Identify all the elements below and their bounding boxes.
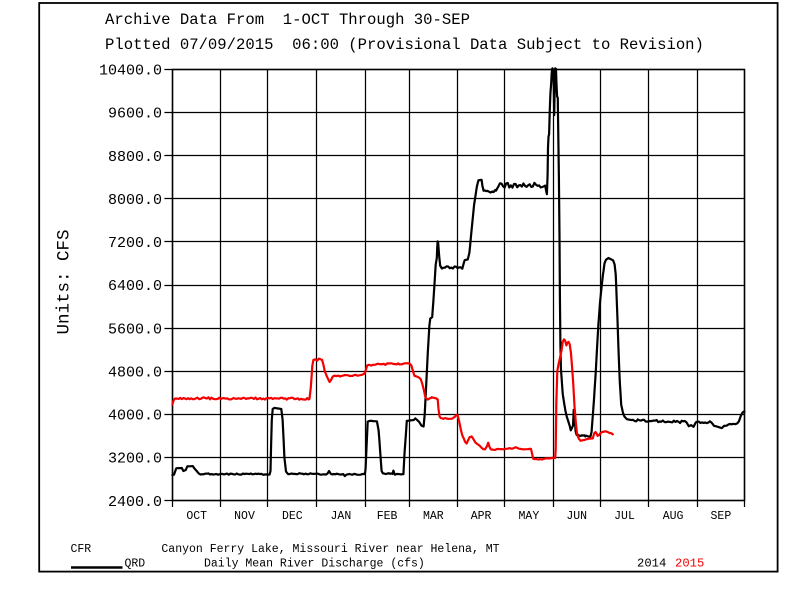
svg-text:9600.0: 9600.0 [108,106,162,123]
svg-text:6400.0: 6400.0 [108,278,162,295]
svg-text:Daily Mean River Discharge (cf: Daily Mean River Discharge (cfs) [204,558,425,571]
svg-text:Units: CFS: Units: CFS [55,229,75,334]
svg-text:2400.0: 2400.0 [108,494,162,511]
svg-text:8800.0: 8800.0 [108,149,162,166]
svg-text:QRD: QRD [125,558,146,571]
svg-text:4000.0: 4000.0 [108,408,162,425]
svg-text:8000.0: 8000.0 [108,192,162,209]
svg-text:APR: APR [471,510,492,523]
svg-text:2015: 2015 [675,557,704,571]
svg-text:JUN: JUN [566,510,587,523]
svg-text:MAY: MAY [519,510,540,523]
svg-text:3200.0: 3200.0 [108,451,162,468]
svg-text:OCT: OCT [186,510,207,523]
svg-text:SEP: SEP [711,510,732,523]
svg-text:AUG: AUG [663,510,684,523]
svg-text:JUL: JUL [614,510,635,523]
svg-text:JAN: JAN [331,510,352,523]
svg-text:7200.0: 7200.0 [108,235,162,252]
svg-text:FEB: FEB [377,510,398,523]
svg-text:DEC: DEC [282,510,303,523]
svg-text:5600.0: 5600.0 [108,321,162,338]
svg-text:10400.0: 10400.0 [99,63,162,80]
svg-text:Canyon Ferry Lake, Missouri Ri: Canyon Ferry Lake, Missouri River near H… [161,543,499,556]
svg-text:2014: 2014 [637,557,666,571]
svg-text:Plotted 07/09/2015 06:00 (Pro: Plotted 07/09/2015 06:00 (Provisional Da… [105,36,704,54]
svg-text:MAR: MAR [423,510,444,523]
svg-text:NOV: NOV [234,510,255,523]
svg-text:Archive Data From 1-OCT Throu: Archive Data From 1-OCT Through 30-SEP [105,11,470,29]
svg-text:CFR: CFR [71,543,92,556]
svg-text:4800.0: 4800.0 [108,364,162,381]
